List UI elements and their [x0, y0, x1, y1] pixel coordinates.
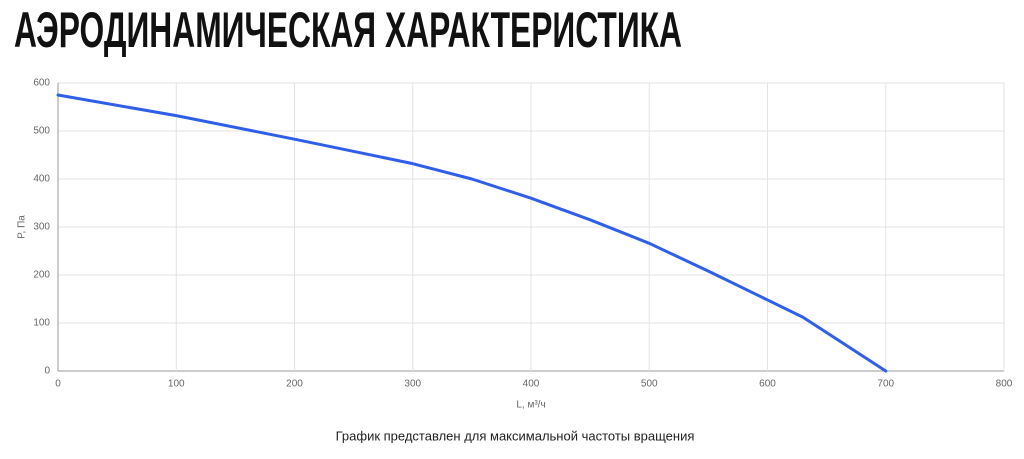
x-tick-label: 600	[759, 379, 776, 390]
x-tick-label: 500	[641, 379, 658, 390]
line	[56, 93, 888, 373]
y-tick-label: 500	[33, 126, 50, 137]
x-tick-label: 100	[168, 379, 185, 390]
x-tick-label: 300	[404, 379, 421, 390]
x-axis-label: L, м³/ч	[516, 400, 545, 411]
x-tick-label: 200	[286, 379, 303, 390]
y-axis-label: P, Па	[17, 215, 28, 239]
y-tick-label: 300	[33, 222, 50, 233]
x-tick-label: 700	[877, 379, 894, 390]
note: График представлен для максимальной част…	[336, 428, 695, 443]
y-tick-label: 200	[33, 270, 50, 281]
x-tick-label: 800	[996, 379, 1013, 390]
x-tick-label: 400	[523, 379, 540, 390]
x-tick-label: 0	[55, 379, 61, 390]
y-tick-label: 100	[33, 318, 50, 329]
y-tick-label: 400	[33, 174, 50, 185]
y-tick-label: 0	[44, 366, 50, 377]
y-tick-label: 600	[33, 78, 50, 89]
chart-title: АЭРОДИНАМИЧЕСКАЯ ХАРАКТЕРИСТИКА	[14, 2, 682, 58]
